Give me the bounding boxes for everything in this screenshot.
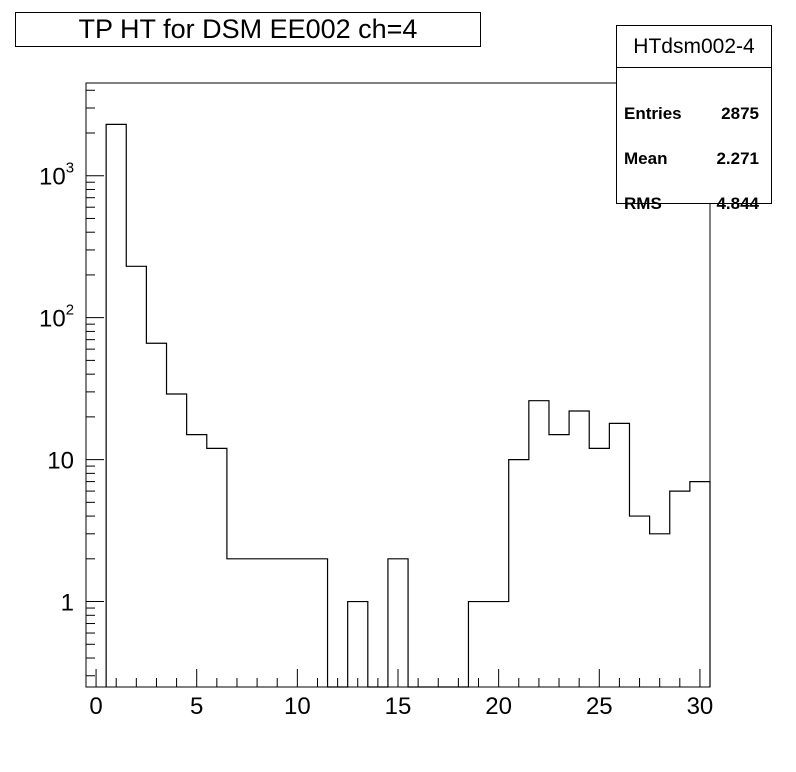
stats-value: 4.844 xyxy=(716,194,759,213)
x-tick-label: 25 xyxy=(586,693,613,720)
stats-row-entries: Entries 2875 xyxy=(617,100,771,130)
stats-box: HTdsm002-4 Entries 2875 Mean 2.271 RMS 4… xyxy=(616,25,772,213)
stats-value: 2.271 xyxy=(716,149,759,168)
chart-title: TP HT for DSM EE002 ch=4 xyxy=(15,12,481,47)
x-tick-label: 20 xyxy=(485,693,512,720)
x-tick-label: 5 xyxy=(190,693,203,720)
stats-label: Entries xyxy=(624,104,682,123)
stats-label: RMS xyxy=(624,194,662,213)
y-tick-label: 102 xyxy=(39,302,74,333)
axis-tick-labels: 0 5 10 15 20 25 30 1 10 102 103 xyxy=(39,160,713,720)
x-tick-label: 15 xyxy=(385,693,412,720)
stats-label: Mean xyxy=(624,149,668,168)
stats-row-mean: Mean 2.271 xyxy=(617,145,771,175)
stats-histogram-name: HTdsm002-4 xyxy=(617,26,771,68)
y-tick-label: 103 xyxy=(39,160,74,191)
stats-value: 2875 xyxy=(721,104,759,123)
x-tick-label: 10 xyxy=(284,693,311,720)
x-tick-label: 0 xyxy=(89,693,102,720)
axis-ticks xyxy=(86,89,701,687)
y-tick-label: 1 xyxy=(61,590,74,617)
x-tick-label: 30 xyxy=(687,693,714,720)
histogram-series xyxy=(105,123,711,688)
stats-row-rms: RMS 4.844 xyxy=(617,190,771,220)
y-tick-label: 10 xyxy=(47,448,74,475)
